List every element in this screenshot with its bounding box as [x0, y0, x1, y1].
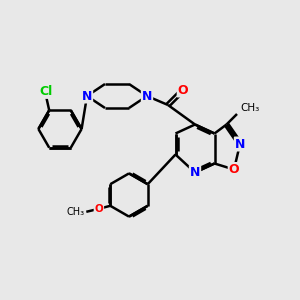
Text: O: O — [178, 83, 188, 97]
Text: O: O — [229, 163, 239, 176]
Text: CH₃: CH₃ — [241, 103, 260, 112]
Text: N: N — [82, 89, 92, 103]
Text: N: N — [142, 89, 152, 103]
Text: CH₃: CH₃ — [67, 207, 85, 217]
Text: Cl: Cl — [40, 85, 53, 98]
Text: N: N — [190, 166, 200, 179]
Text: O: O — [94, 204, 103, 214]
Text: N: N — [235, 137, 245, 151]
